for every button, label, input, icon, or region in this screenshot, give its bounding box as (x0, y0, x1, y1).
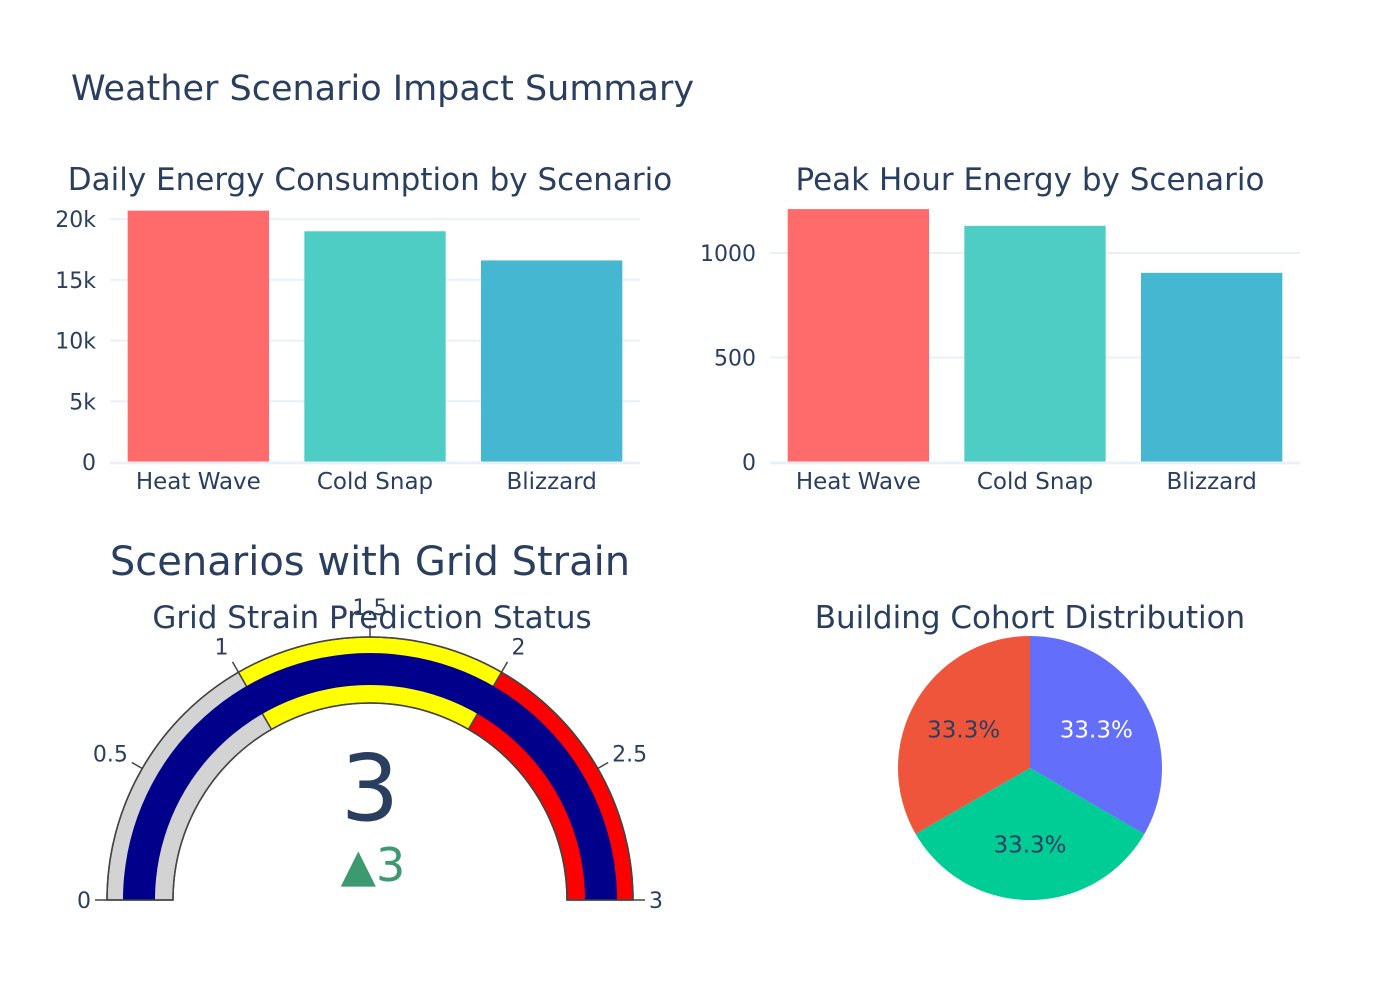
peak-hour-ytick-label: 0 (742, 451, 756, 476)
daily-energy-bar (304, 231, 446, 462)
peak-hour-bar (787, 209, 929, 462)
gauge-tick-label: 2 (512, 635, 526, 660)
daily-energy-ytick-label: 15k (55, 269, 96, 294)
gauge-title: Scenarios with Grid Strain (110, 539, 630, 585)
daily-energy-xtick-label: Heat Wave (136, 469, 261, 495)
daily-energy-xtick-label: Blizzard (506, 469, 596, 495)
gauge-outline (106, 636, 634, 901)
pie-slice-label: 33.3% (927, 718, 1000, 744)
pie-slice-label: 33.3% (1060, 718, 1133, 744)
daily-energy-bar (481, 260, 623, 462)
gauge-tick (131, 761, 143, 770)
gauge-tick (597, 761, 609, 770)
daily-energy-chart-title: Daily Energy Consumption by Scenario (68, 162, 673, 198)
daily-energy-ytick-label: 10k (55, 330, 96, 355)
gauge-tick (231, 661, 240, 673)
pie-chart-title: Building Cohort Distribution (815, 600, 1245, 636)
building-cohort-pie-chart: Building Cohort Distribution 33.3% 33.3% 3… (815, 600, 1245, 900)
gauge-subtitle: Grid Strain Prediction Status (152, 600, 591, 636)
figure-title: Weather Scenario Impact Summary (71, 69, 694, 109)
gauge-tick-label: 0.5 (93, 743, 128, 768)
gauge-tick (500, 661, 509, 673)
peak-hour-xtick-label: Heat Wave (796, 469, 921, 495)
gauge-value: 3 (341, 735, 400, 842)
peak-hour-bar (1141, 272, 1283, 462)
pie-slice (1030, 636, 1162, 834)
daily-energy-xtick-label: Cold Snap (317, 469, 433, 495)
daily-energy-ytick-label: 5k (69, 390, 96, 415)
daily-energy-ytick-label: 0 (82, 451, 96, 476)
peak-hour-chart-title: Peak Hour Energy by Scenario (795, 162, 1264, 198)
gauge-tick-label: 1 (215, 635, 229, 660)
daily-energy-bar (127, 210, 270, 462)
pie-slice-label: 33.3% (993, 833, 1066, 859)
peak-hour-bar-chart: Peak Hour Energy by Scenario 0 500 1000 Hea… (700, 162, 1300, 495)
peak-hour-bar (964, 225, 1106, 462)
grid-strain-gauge: Scenarios with Grid Strain Grid Strain P… (77, 539, 663, 914)
daily-energy-bar-chart: Daily Energy Consumption by Scenario 0 5k… (55, 162, 672, 495)
gauge-tick-label: 3 (649, 889, 663, 914)
gauge-tick-label: 0 (77, 889, 91, 914)
gauge-delta: ▲3 (341, 838, 406, 892)
gauge-value-bar (123, 653, 617, 900)
peak-hour-xtick-label: Cold Snap (977, 469, 1093, 495)
gauge-tick-label: 1.5 (353, 596, 388, 621)
daily-energy-ytick-label: 20k (55, 208, 96, 233)
pie-slice (915, 768, 1145, 900)
peak-hour-xtick-label: Blizzard (1166, 469, 1256, 495)
pie-slice (898, 636, 1030, 834)
peak-hour-ytick-label: 500 (714, 346, 756, 371)
gauge-tick-label: 2.5 (612, 743, 647, 768)
peak-hour-ytick-label: 1000 (700, 242, 756, 267)
